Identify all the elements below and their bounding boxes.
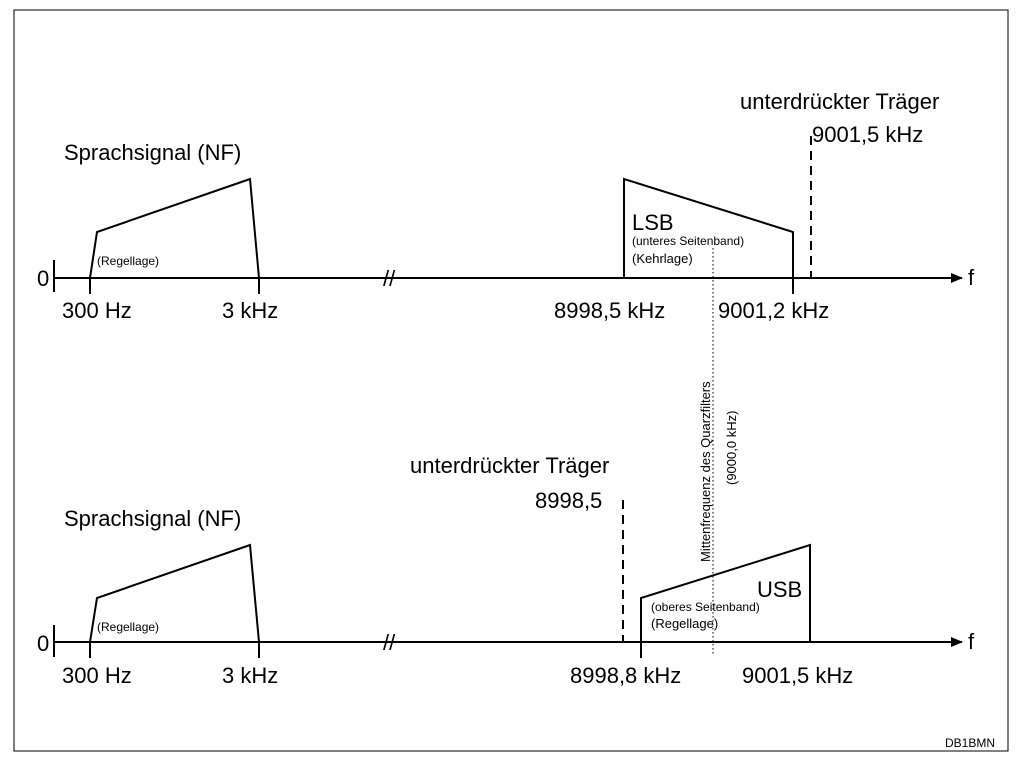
author-credit: DB1BMN [945, 736, 995, 750]
bottom-usb-tick-high: 9001,5 kHz [742, 663, 853, 688]
bottom-usb-tick-low: 8998,8 kHz [570, 663, 681, 688]
center-frequency-value: (9000,0 kHz) [724, 411, 739, 485]
top-lsb-description: (unteres Seitenband) [632, 234, 744, 248]
bottom-diagram: 0 f // Sprachsignal (NF) (Regellage) 300… [37, 453, 975, 688]
top-lsb-spectrum [623, 177, 794, 278]
diagram-border [13, 9, 1009, 752]
top-nf-spectrum [89, 177, 260, 279]
bottom-usb-spectrum [640, 543, 811, 642]
bottom-carrier-value: 8998,5 [535, 488, 602, 513]
top-lsb-tick-low: 8998,5 kHz [554, 298, 665, 323]
bottom-nf-title: Sprachsignal (NF) [64, 506, 241, 531]
top-nf-tick-low: 300 Hz [62, 298, 132, 323]
top-lsb-lage: (Kehrlage) [632, 251, 693, 266]
top-nf-lage: (Regellage) [97, 254, 159, 268]
bottom-axis-break-mark: // [383, 630, 396, 655]
bottom-nf-tick-high: 3 kHz [222, 663, 278, 688]
top-axis-break-mark: // [383, 266, 396, 291]
top-carrier-value: 9001,5 kHz [812, 122, 923, 147]
top-nf-title: Sprachsignal (NF) [64, 140, 241, 165]
bottom-usb-name: USB [757, 577, 802, 602]
bottom-axis-label-f: f [968, 629, 975, 654]
top-zero-label: 0 [37, 266, 49, 291]
bottom-nf-spectrum [89, 543, 260, 643]
top-axis-label-f: f [968, 265, 975, 290]
bottom-nf-tick-low: 300 Hz [62, 663, 132, 688]
bottom-nf-lage: (Regellage) [97, 620, 159, 634]
top-nf-tick-high: 3 kHz [222, 298, 278, 323]
top-diagram: 0 f // Sprachsignal (NF) (Regellage) 300… [37, 89, 975, 323]
center-frequency-label: Mittenfrequenz des Quarzfilters [698, 381, 713, 562]
bottom-carrier-label: unterdrückter Träger [410, 453, 609, 478]
top-lsb-tick-high: 9001,2 kHz [718, 298, 829, 323]
bottom-zero-label: 0 [37, 631, 49, 656]
bottom-usb-description: (oberes Seitenband) [651, 600, 760, 614]
bottom-usb-lage: (Regellage) [651, 616, 718, 631]
top-lsb-name: LSB [632, 210, 674, 235]
top-carrier-label: unterdrückter Träger [740, 89, 939, 114]
